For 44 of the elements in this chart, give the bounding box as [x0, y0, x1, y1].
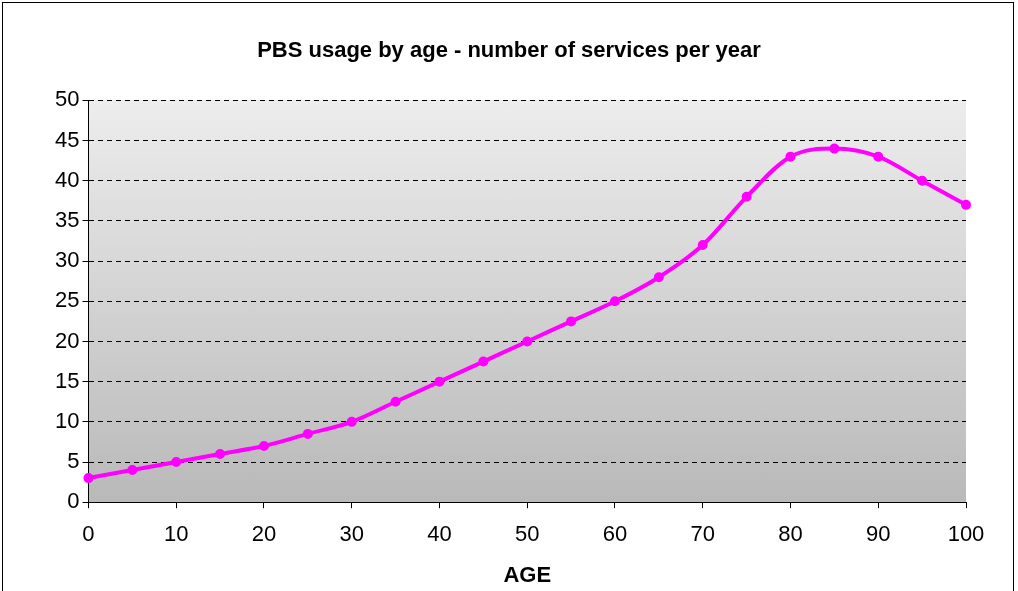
- y-tick-label: 40: [54, 166, 80, 192]
- y-tick-label: 10: [54, 407, 80, 433]
- point: [961, 199, 971, 210]
- x-tick-label: 20: [251, 521, 277, 547]
- point: [215, 448, 226, 459]
- point: [478, 356, 489, 367]
- x-tick-label: 50: [514, 521, 540, 547]
- x-tick-label: 10: [163, 521, 189, 547]
- point: [653, 272, 664, 283]
- x-tick-label: 40: [427, 521, 452, 547]
- x-axis-title: AGE: [503, 561, 552, 587]
- point: [741, 191, 752, 202]
- y-tick-label: 35: [54, 207, 80, 232]
- x-tick-label: 30: [339, 521, 364, 547]
- point: [171, 457, 182, 468]
- y-tick-label: 30: [54, 247, 80, 273]
- point: [258, 440, 269, 451]
- y-tick-label: 20: [54, 327, 80, 353]
- point: [785, 151, 796, 162]
- point: [302, 428, 313, 439]
- x-tick-label: 60: [602, 521, 628, 547]
- y-tick-label: 15: [54, 367, 80, 393]
- x-tick-label: 80: [778, 521, 803, 547]
- point: [390, 396, 401, 407]
- point: [346, 416, 357, 427]
- y-tick-label: 45: [54, 126, 80, 152]
- y-tick-label: 0: [67, 488, 80, 514]
- x-tick-label: 100: [947, 521, 985, 547]
- x-tick-label: 70: [690, 521, 715, 547]
- x-tick-label: 90: [866, 521, 891, 547]
- point: [127, 465, 138, 476]
- y-tick-label: 25: [54, 287, 80, 313]
- point: [609, 296, 620, 307]
- point: [566, 316, 577, 327]
- point: [83, 473, 94, 484]
- y-tick-label: 5: [67, 448, 80, 474]
- y-tick-label: 50: [54, 86, 80, 112]
- point: [917, 175, 928, 186]
- point: [829, 143, 840, 154]
- point: [522, 336, 533, 347]
- point: [873, 151, 884, 162]
- point: [434, 376, 445, 387]
- point: [697, 240, 708, 251]
- chart-title: PBS usage by age - number of services per year: [257, 37, 762, 63]
